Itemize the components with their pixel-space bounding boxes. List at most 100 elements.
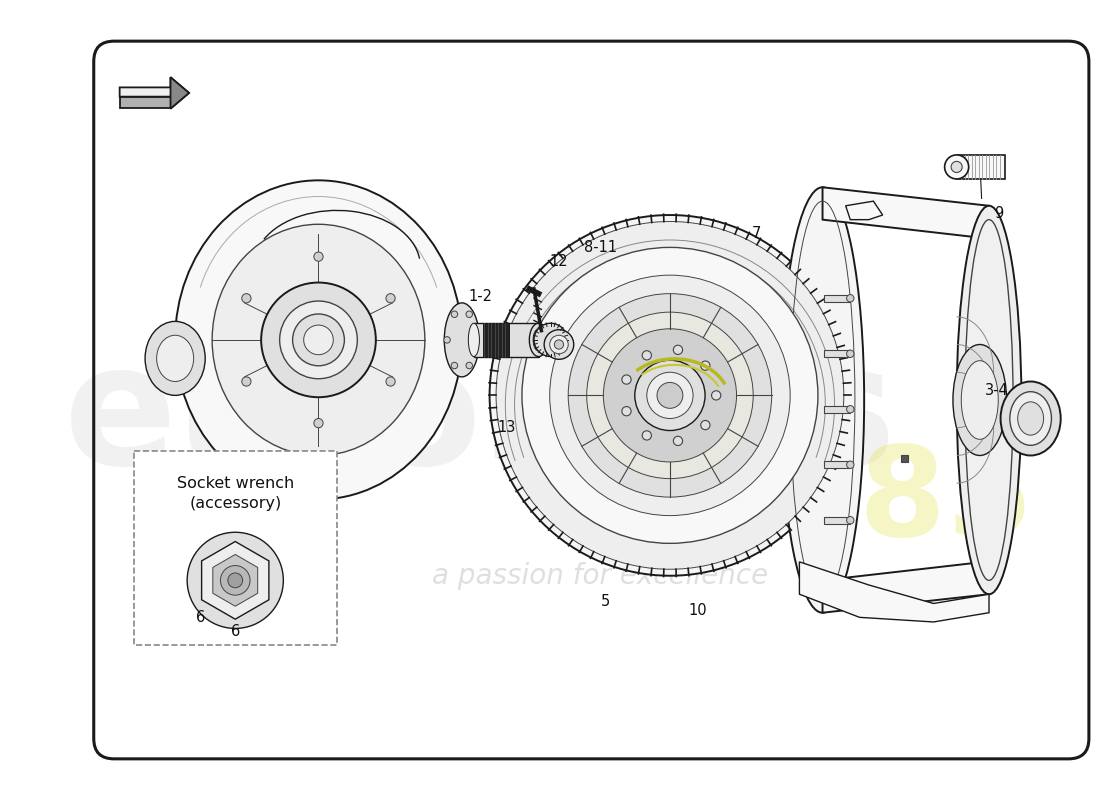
- Text: 9: 9: [993, 206, 1003, 221]
- Circle shape: [550, 275, 790, 516]
- Circle shape: [569, 294, 772, 497]
- Polygon shape: [823, 187, 989, 238]
- Bar: [474, 323, 539, 357]
- Circle shape: [603, 329, 737, 462]
- Bar: [824, 294, 850, 302]
- Circle shape: [187, 532, 284, 629]
- Circle shape: [466, 311, 473, 318]
- Circle shape: [621, 375, 631, 384]
- Ellipse shape: [444, 303, 480, 377]
- Text: 1885: 1885: [685, 442, 1034, 562]
- Bar: [824, 517, 850, 524]
- Ellipse shape: [534, 329, 544, 351]
- Circle shape: [647, 372, 693, 418]
- Circle shape: [642, 350, 651, 360]
- Circle shape: [496, 222, 844, 570]
- Circle shape: [242, 377, 251, 386]
- Circle shape: [847, 406, 854, 413]
- Circle shape: [314, 252, 323, 262]
- Ellipse shape: [469, 323, 480, 357]
- Circle shape: [279, 301, 358, 378]
- Bar: [483, 323, 509, 357]
- Circle shape: [847, 517, 854, 524]
- Text: 1-2: 1-2: [469, 289, 493, 304]
- Circle shape: [293, 314, 344, 366]
- Text: 13: 13: [497, 420, 516, 435]
- Text: 10: 10: [689, 603, 707, 618]
- Ellipse shape: [781, 187, 865, 613]
- Bar: [901, 455, 908, 462]
- Ellipse shape: [156, 335, 194, 382]
- Polygon shape: [170, 78, 189, 109]
- Circle shape: [490, 215, 850, 576]
- Circle shape: [673, 436, 683, 446]
- Circle shape: [550, 335, 569, 354]
- Circle shape: [534, 323, 568, 357]
- Circle shape: [847, 461, 854, 469]
- Circle shape: [621, 406, 631, 416]
- Circle shape: [657, 382, 683, 408]
- Circle shape: [451, 362, 458, 369]
- Circle shape: [712, 390, 720, 400]
- Circle shape: [952, 162, 962, 173]
- Circle shape: [220, 566, 250, 595]
- Circle shape: [544, 330, 574, 359]
- Circle shape: [473, 337, 480, 343]
- Circle shape: [945, 155, 969, 179]
- Circle shape: [847, 350, 854, 358]
- Ellipse shape: [1018, 402, 1044, 435]
- Circle shape: [386, 294, 395, 303]
- Circle shape: [261, 282, 376, 398]
- Circle shape: [242, 294, 251, 303]
- Polygon shape: [201, 542, 268, 619]
- Text: 3-4: 3-4: [984, 383, 1009, 398]
- Text: (accessory): (accessory): [189, 496, 282, 511]
- Polygon shape: [800, 562, 989, 622]
- Ellipse shape: [953, 345, 1007, 455]
- Ellipse shape: [175, 180, 462, 499]
- Polygon shape: [212, 554, 257, 606]
- Circle shape: [314, 418, 323, 428]
- Circle shape: [701, 361, 710, 370]
- Circle shape: [701, 421, 710, 430]
- Text: a passion for excellence: a passion for excellence: [432, 562, 769, 590]
- Bar: [957, 155, 1004, 179]
- Ellipse shape: [212, 224, 425, 455]
- Ellipse shape: [961, 361, 999, 439]
- Polygon shape: [846, 201, 882, 220]
- Text: 7: 7: [751, 226, 760, 241]
- Circle shape: [522, 247, 818, 543]
- Bar: [824, 406, 850, 413]
- Text: 8-11: 8-11: [584, 240, 617, 255]
- Circle shape: [586, 312, 754, 478]
- Circle shape: [451, 311, 458, 318]
- Ellipse shape: [529, 323, 548, 357]
- Bar: [824, 461, 850, 469]
- Ellipse shape: [957, 206, 1022, 594]
- Bar: [957, 155, 1004, 179]
- Text: 12: 12: [550, 254, 569, 269]
- Circle shape: [847, 294, 854, 302]
- Circle shape: [443, 337, 450, 343]
- Ellipse shape: [1010, 392, 1052, 446]
- Circle shape: [673, 346, 683, 354]
- Text: 6: 6: [231, 624, 240, 638]
- Circle shape: [304, 325, 333, 354]
- Polygon shape: [823, 562, 989, 613]
- Text: eufoSres: eufoSres: [64, 337, 896, 500]
- Ellipse shape: [1001, 382, 1060, 455]
- Polygon shape: [120, 97, 170, 108]
- Circle shape: [386, 377, 395, 386]
- Bar: [824, 350, 850, 358]
- Text: 6: 6: [197, 610, 206, 625]
- Ellipse shape: [965, 220, 1013, 580]
- FancyBboxPatch shape: [133, 451, 337, 645]
- Circle shape: [635, 360, 705, 430]
- Circle shape: [228, 573, 243, 588]
- Circle shape: [642, 430, 651, 440]
- Text: 5: 5: [601, 594, 609, 609]
- Polygon shape: [120, 78, 189, 109]
- Ellipse shape: [145, 322, 206, 395]
- Circle shape: [466, 362, 473, 369]
- Circle shape: [554, 340, 563, 349]
